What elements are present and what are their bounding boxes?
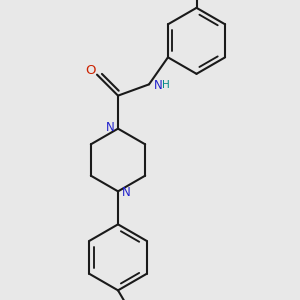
- Text: H: H: [162, 80, 170, 90]
- Text: O: O: [86, 64, 96, 77]
- Text: N: N: [122, 186, 130, 199]
- Text: N: N: [154, 79, 163, 92]
- Text: N: N: [106, 121, 114, 134]
